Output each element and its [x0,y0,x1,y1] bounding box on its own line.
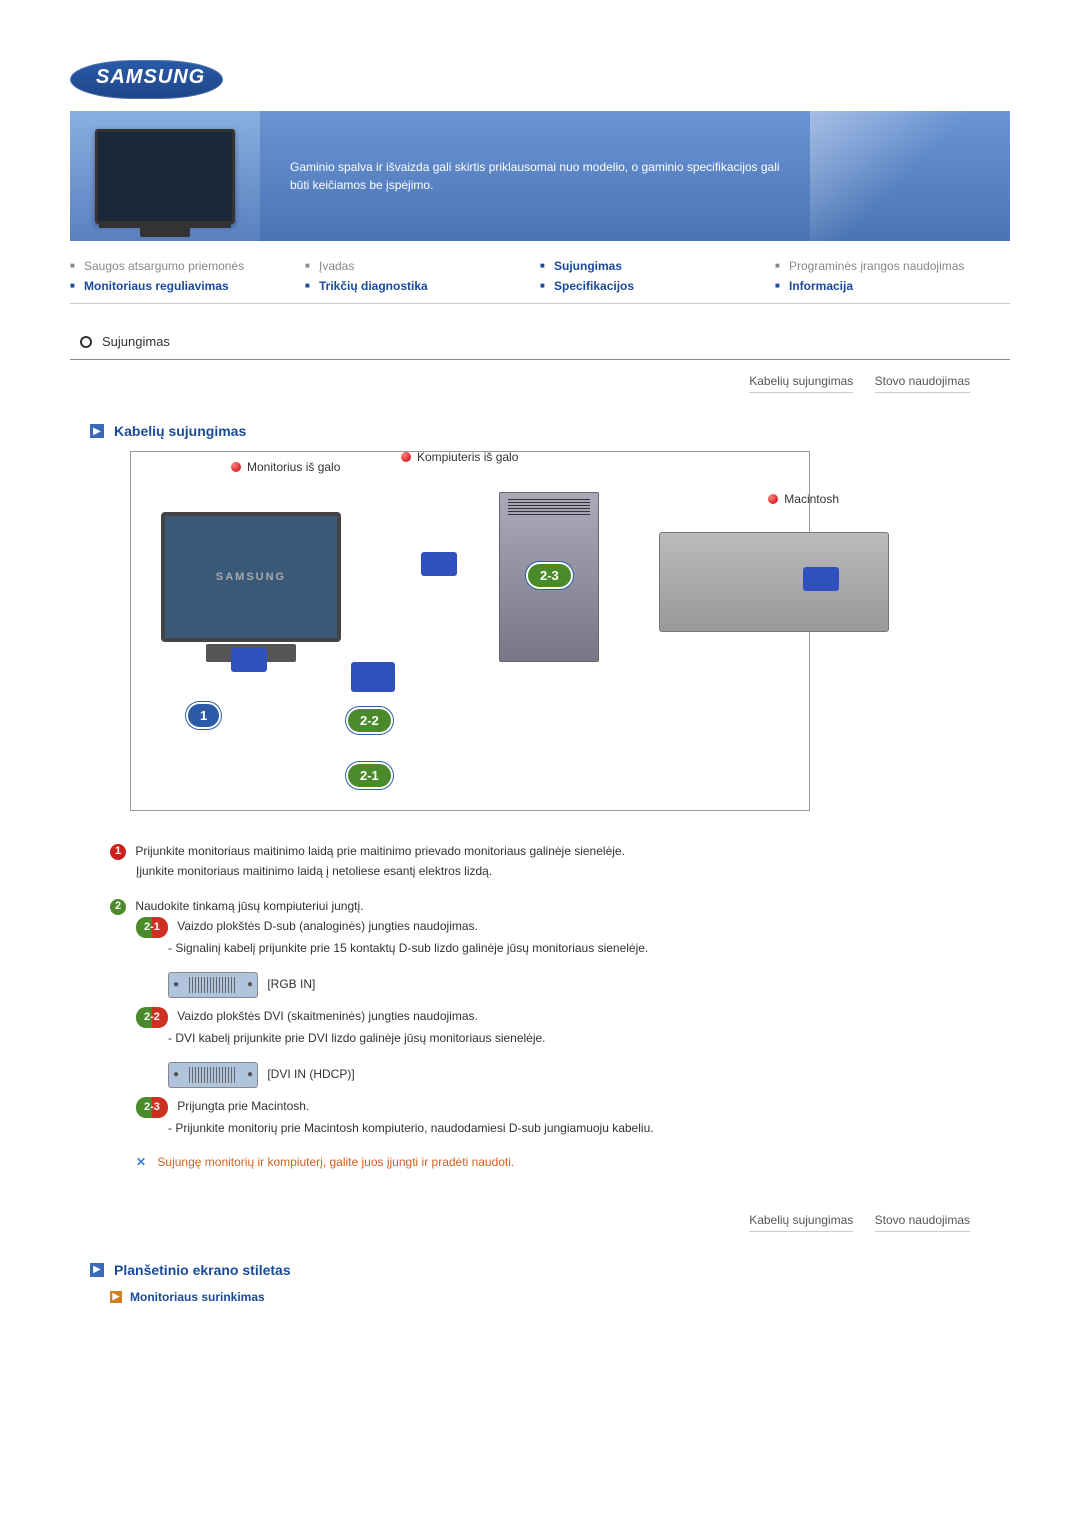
connector-icon [231,648,267,672]
step22-sub: - DVI kabelį prijunkite prie DVI lizdo g… [168,1031,546,1045]
section2-title: Planšetinio ekrano stiletas [114,1262,291,1278]
step23-sub: - Prijunkite monitorių prie Macintosh ko… [168,1121,654,1135]
step-1: 1 Prijunkite monitoriaus maitinimo laidą… [110,841,970,882]
note-x-icon: ✕ [136,1155,146,1169]
nav-software[interactable]: Programinės įrangos naudojimas [775,259,1010,273]
nav-safety[interactable]: Saugos atsargumo priemonės [70,259,305,273]
hero-decoration [810,111,1010,241]
section2-head: ▶ Planšetinio ekrano stiletas [90,1262,1010,1278]
brand-logo: SAMSUNG [70,60,223,99]
step21-sub: - Signalinį kabelį prijunkite prie 15 ko… [168,941,648,955]
arrow-icon: ▶ [90,1263,104,1277]
port-rgb-icon [168,972,258,998]
label-mac-text: Macintosh [784,492,839,506]
step22-title: Vaizdo plokštės DVI (skaitmeninės) jungt… [177,1009,478,1023]
section2-subhead: ▶ Monitoriaus surinkimas [110,1290,1010,1304]
sublink-cables-2[interactable]: Kabelių sujungimas [749,1213,853,1232]
monitor-thumbnail [95,129,235,224]
sublinks-bottom: Kabelių sujungimas Stovo naudojimas [70,1213,970,1232]
sublinks-top: Kabelių sujungimas Stovo naudojimas [70,374,970,393]
step1-line2: Įjunkite monitoriaus maitinimo laidą į n… [136,864,492,878]
breadcrumb: Sujungimas [70,304,1010,360]
step21-title: Vaizdo plokštės D-sub (analoginės) jungt… [177,919,478,933]
main-nav: Saugos atsargumo priemonės Įvadas Sujung… [70,249,1010,304]
nav-specs[interactable]: Specifikacijos [540,279,775,293]
section1-title: Kabelių sujungimas [114,423,246,439]
nav-troubleshoot[interactable]: Trikčių diagnostika [305,279,540,293]
hero-note: Gaminio spalva ir išvaizda gali skirtis … [260,138,810,214]
badge-1: 1 [186,702,221,729]
port-dvi-icon [168,1062,258,1088]
port-rgb-label: [RGB IN] [267,977,315,991]
diagram-mac [659,532,889,632]
dot-icon [401,452,411,462]
label-mac: Macintosh [768,492,839,506]
label-pc-text: Kompiuteris iš galo [417,450,518,464]
sublink-cables[interactable]: Kabelių sujungimas [749,374,853,393]
badge-22-inline: 2-2 [136,1007,168,1028]
nav-info[interactable]: Informacija [775,279,1010,293]
badge-22: 2-2 [346,707,393,734]
port-dvi-label: [DVI IN (HDCP)] [267,1068,354,1082]
section1-head: ▶ Kabelių sujungimas [90,423,1010,439]
step23-title: Prijungta prie Macintosh. [177,1099,309,1113]
note-text: Sujungę monitorių ir kompiuterį, galite … [157,1155,514,1169]
note: ✕ Sujungę monitorių ir kompiuterį, galit… [136,1152,970,1172]
nav-connection[interactable]: Sujungimas [540,259,775,273]
step2-intro: Naudokite tinkamą jūsų kompiuteriui jung… [135,899,363,913]
breadcrumb-icon [80,336,92,348]
arrow-icon: ▶ [90,424,104,438]
connector-icon [803,567,839,591]
logo-wrap: SAMSUNG [70,60,1010,99]
dot-icon [768,494,778,504]
sublink-stand-2[interactable]: Stovo naudojimas [875,1213,970,1232]
breadcrumb-text: Sujungimas [102,334,170,349]
diagram-monitor-logo: SAMSUNG [216,571,286,583]
label-monitor: Monitorius iš galo [231,460,340,474]
content-body: 1 Prijunkite monitoriaus maitinimo laidą… [110,841,970,1173]
diagram-monitor: SAMSUNG [161,512,341,642]
bullet-2-icon: 2 [110,899,126,915]
badge-21: 2-1 [346,762,393,789]
dot-icon [231,462,241,472]
badge-21-inline: 2-1 [136,917,168,938]
sublink-stand[interactable]: Stovo naudojimas [875,374,970,393]
connector-icon [421,552,457,576]
connection-diagram: Monitorius iš galo Kompiuteris iš galo M… [130,451,810,811]
label-monitor-text: Monitorius iš galo [247,460,340,474]
sub-arrow-icon: ▶ [110,1291,122,1303]
label-pc: Kompiuteris iš galo [401,450,518,464]
section2-sub-text: Monitoriaus surinkimas [130,1290,265,1304]
step1-line1: Prijunkite monitoriaus maitinimo laidą p… [135,844,625,858]
connector-icon [351,662,395,692]
nav-adjust[interactable]: Monitoriaus reguliavimas [70,279,305,293]
hero-banner: Gaminio spalva ir išvaizda gali skirtis … [70,111,1010,241]
bullet-1-icon: 1 [110,844,126,860]
nav-intro[interactable]: Įvadas [305,259,540,273]
hero-image [70,111,260,241]
badge-23-inline: 2-3 [136,1097,168,1118]
badge-23: 2-3 [526,562,573,589]
step-2: 2 Naudokite tinkamą jūsų kompiuteriui ju… [110,896,970,1139]
